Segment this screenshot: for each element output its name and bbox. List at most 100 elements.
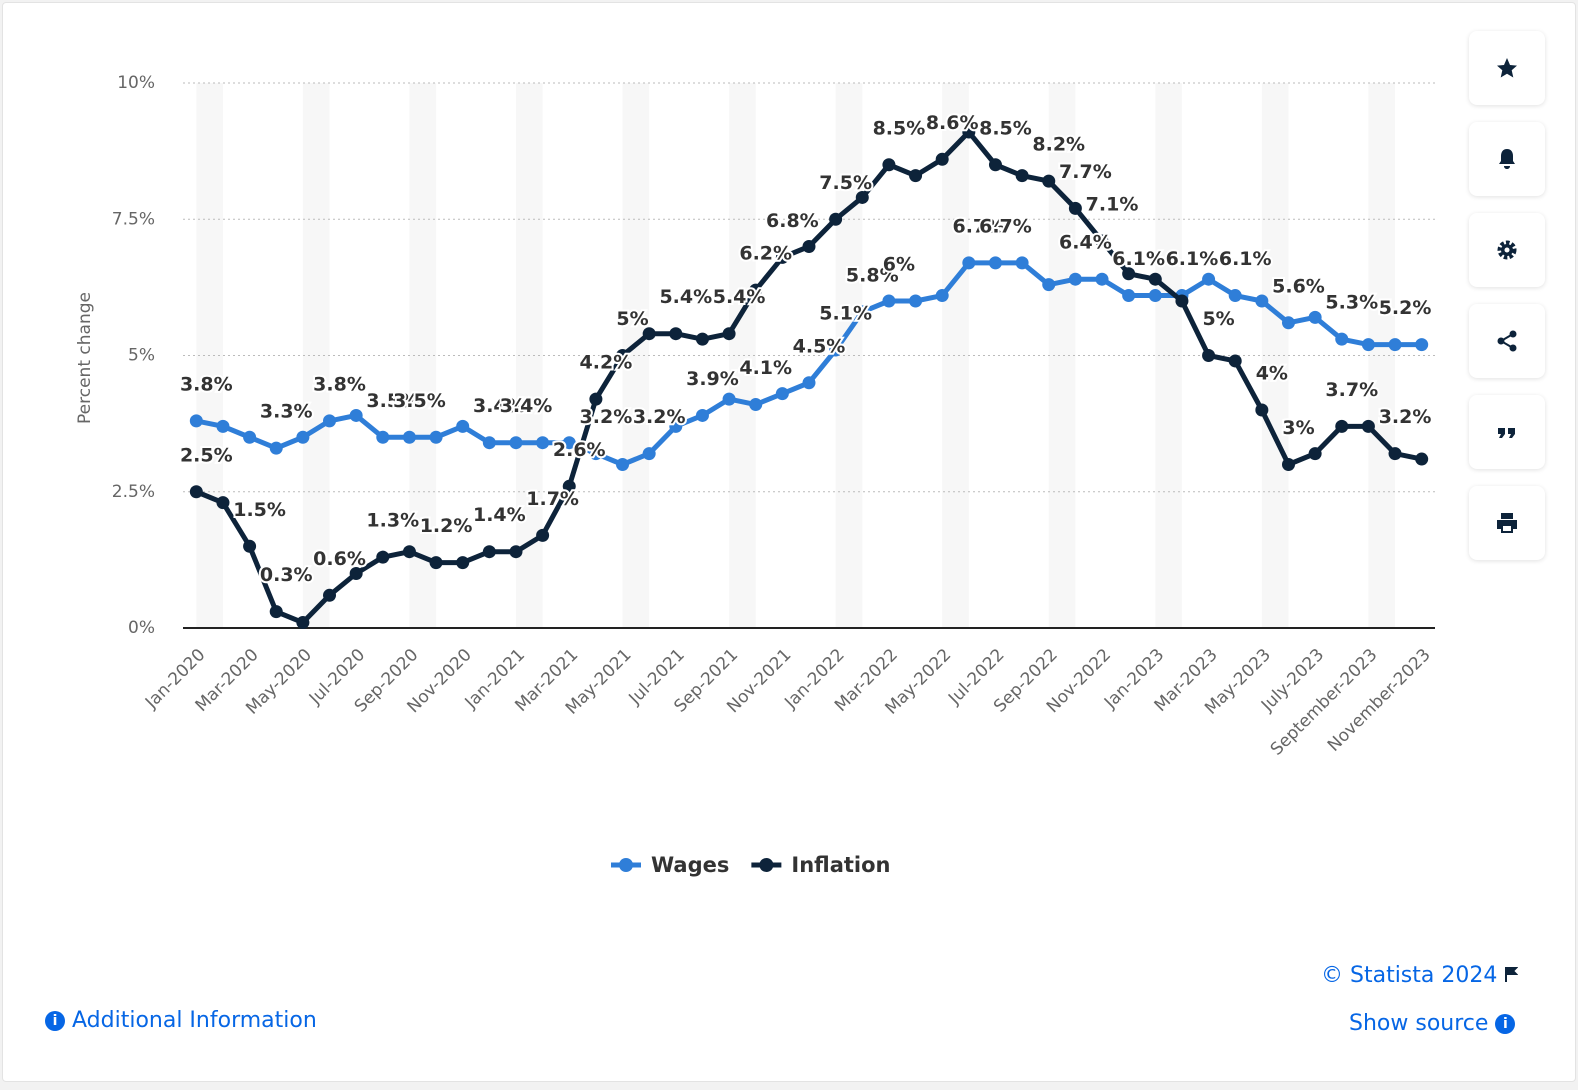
data-label: 5.4%	[659, 286, 712, 308]
data-point	[1388, 447, 1402, 461]
data-label: 1.7%	[526, 488, 579, 510]
data-label: 2.6%	[553, 439, 606, 461]
additional-info[interactable]: i Additional Information	[45, 1008, 317, 1033]
data-point	[402, 430, 416, 444]
y-tick-label: 0%	[128, 618, 155, 638]
data-label: 2.5%	[180, 444, 233, 466]
data-point	[216, 496, 230, 510]
data-label: 4.1%	[739, 357, 792, 379]
data-point	[1015, 256, 1029, 270]
data-point	[376, 430, 390, 444]
alert-button[interactable]	[1469, 122, 1545, 196]
data-point	[802, 240, 816, 253]
settings-button[interactable]	[1469, 213, 1545, 287]
data-point	[296, 430, 310, 444]
data-point	[509, 545, 523, 559]
data-labels: 3.8%3.3%3.8%3.5%3.5% 3.4%3.4% 3.2% 3.2%3.9%…	[178, 110, 1433, 588]
data-label: 5.1%	[819, 303, 872, 325]
data-point	[1175, 294, 1189, 308]
y-tick-label: 2.5%	[112, 482, 155, 502]
data-point	[243, 430, 257, 444]
cite-button[interactable]	[1469, 395, 1545, 469]
data-label: 7.5%	[819, 172, 872, 194]
data-point	[1308, 447, 1322, 461]
data-point	[616, 458, 630, 471]
legend-marker	[619, 858, 633, 872]
show-source[interactable]: Show source i	[1349, 1011, 1516, 1036]
data-label: 6.1%	[1112, 248, 1165, 270]
data-point	[269, 605, 283, 619]
copyright-text: © Statista 2024	[1321, 963, 1498, 988]
data-point	[642, 327, 656, 341]
data-label: 6%	[883, 254, 915, 276]
data-point	[642, 447, 656, 461]
data-point	[722, 327, 736, 341]
print-button[interactable]	[1469, 486, 1545, 560]
print-icon	[1497, 513, 1517, 533]
data-point	[1255, 403, 1269, 417]
data-point	[456, 556, 470, 570]
data-point	[1068, 272, 1082, 286]
data-label: 6.4%	[1059, 232, 1112, 254]
legend-marker	[759, 858, 774, 872]
data-point	[1281, 316, 1295, 330]
legend-label: Wages	[651, 853, 729, 877]
data-label: 1.5%	[233, 499, 286, 521]
data-point	[456, 419, 470, 433]
data-point	[589, 447, 603, 461]
data-point	[1361, 419, 1375, 433]
data-point	[1335, 332, 1349, 346]
data-point	[482, 545, 496, 559]
data-label: 5%	[616, 308, 648, 330]
data-label: 8.5%	[979, 117, 1032, 139]
data-point	[1281, 458, 1295, 471]
legend-label: Inflation	[791, 853, 890, 877]
data-point	[988, 256, 1002, 270]
data-point	[882, 294, 896, 308]
data-label: 5%	[1202, 308, 1234, 330]
copyright[interactable]: © Statista 2024	[1321, 963, 1519, 988]
data-label: 3.2%	[1379, 406, 1432, 428]
data-label: 3%	[1282, 417, 1314, 439]
data-point	[216, 419, 230, 433]
data-label: 3.3%	[260, 401, 313, 423]
data-label: 5.2%	[1379, 297, 1432, 319]
data-point	[829, 343, 843, 357]
y-axis-label: Percent change	[75, 292, 95, 424]
data-label: 7.1%	[1086, 194, 1139, 216]
data-label: 3.9%	[686, 368, 739, 390]
data-point	[669, 327, 683, 341]
data-label: 1.3%	[366, 510, 419, 532]
data-label: 3.4%	[473, 395, 526, 417]
data-point	[1148, 289, 1162, 303]
band	[1368, 83, 1396, 628]
share-button[interactable]	[1469, 304, 1545, 378]
data-point	[962, 125, 976, 139]
data-point	[1122, 267, 1136, 281]
y-tick-label: 5%	[128, 346, 155, 366]
data-point	[562, 436, 576, 450]
data-label: 3.5%	[366, 390, 419, 412]
data-point	[1335, 419, 1349, 433]
data-point	[935, 289, 949, 303]
data-point	[269, 441, 283, 455]
data-label: 8.6%	[926, 112, 979, 134]
data-label: 0.6%	[313, 548, 366, 570]
data-point	[562, 479, 576, 493]
data-point	[482, 436, 496, 450]
data-point	[1361, 338, 1375, 352]
data-point	[695, 332, 709, 346]
quote-icon	[1498, 428, 1515, 438]
data-point	[349, 408, 363, 422]
star-icon	[1497, 58, 1517, 78]
data-label: 6.8%	[766, 210, 819, 232]
data-point	[509, 436, 523, 450]
data-point	[429, 430, 443, 444]
data-point	[1255, 294, 1269, 308]
data-label: 3.8%	[313, 373, 366, 395]
data-point	[1148, 272, 1162, 286]
bookmark-button[interactable]	[1469, 31, 1545, 105]
data-point	[882, 158, 896, 172]
data-point	[1228, 289, 1242, 303]
y-tick-label: 7.5%	[112, 209, 155, 229]
